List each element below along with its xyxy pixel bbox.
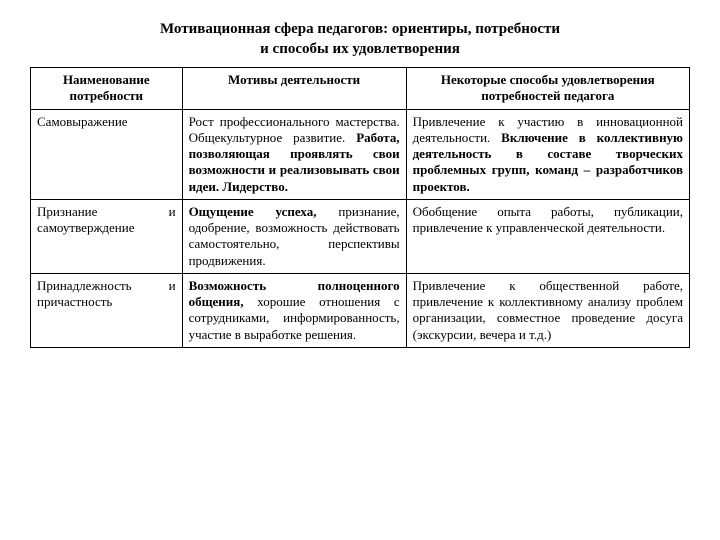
cell-ways: Обобщение опыта работы, публикации, прив… (406, 199, 689, 273)
table-row: Самовыражение Рост профессионального мас… (31, 109, 690, 199)
cell-ways: Привлечение к общественной работе, привл… (406, 273, 689, 347)
table-row: Признание и самоутверждение Ощущение усп… (31, 199, 690, 273)
cell-need-name: Самовыражение (31, 109, 183, 199)
cell-ways: Привлечение к участию в инновационной де… (406, 109, 689, 199)
cell-need-name: Принадлежность и причастность (31, 273, 183, 347)
header-motives: Мотивы деятельности (182, 68, 406, 110)
cell-motives: Рост профессионального мастерства. Общек… (182, 109, 406, 199)
cell-motives: Ощущение успеха, признание, одобрение, в… (182, 199, 406, 273)
motivation-table: Наименование потребности Мотивы деятельн… (30, 67, 690, 348)
table-header-row: Наименование потребности Мотивы деятельн… (31, 68, 690, 110)
header-ways: Некоторые способы удовлетворения потребн… (406, 68, 689, 110)
table-row: Принадлежность и причастность Возможност… (31, 273, 690, 347)
title-line-2: и способы их удовлетворения (260, 41, 460, 57)
title-line-1: Мотивационная сфера педагогов: ориентиры… (160, 21, 560, 37)
cell-motives: Возможность полноценного общения, хороши… (182, 273, 406, 347)
page-title: Мотивационная сфера педагогов: ориентиры… (30, 20, 690, 59)
header-need-name: Наименование потребности (31, 68, 183, 110)
cell-need-name: Признание и самоутверждение (31, 199, 183, 273)
